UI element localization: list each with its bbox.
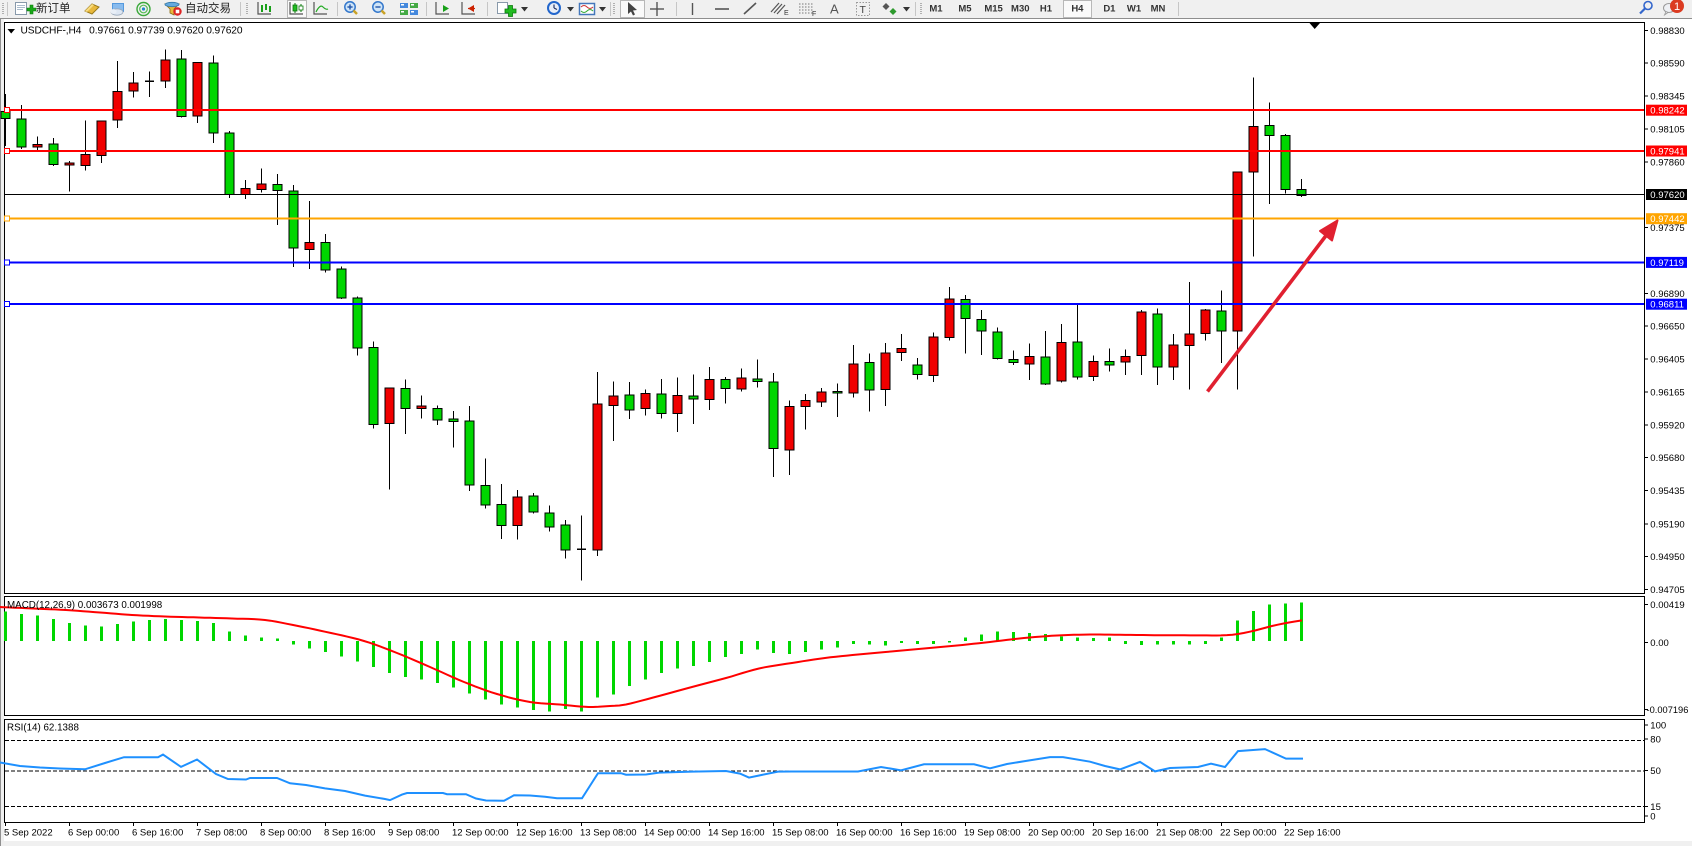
svg-text:0.97119: 0.97119 (1650, 258, 1684, 269)
svg-text:MN: MN (1151, 3, 1166, 14)
svg-text:W1: W1 (1127, 3, 1142, 14)
svg-text:M1: M1 (929, 3, 943, 14)
svg-text:0.98105: 0.98105 (1650, 124, 1684, 135)
svg-text:0.95435: 0.95435 (1650, 486, 1684, 497)
svg-text:8 Sep 16:00: 8 Sep 16:00 (324, 828, 375, 839)
svg-text:19 Sep 08:00: 19 Sep 08:00 (964, 828, 1021, 839)
svg-text:0.97375: 0.97375 (1650, 223, 1684, 234)
svg-text:16 Sep 00:00: 16 Sep 00:00 (836, 828, 893, 839)
svg-text:5 Sep 2022: 5 Sep 2022 (4, 828, 53, 839)
svg-text:0.96890: 0.96890 (1650, 289, 1684, 300)
svg-text:12 Sep 00:00: 12 Sep 00:00 (452, 828, 509, 839)
svg-text:0.94950: 0.94950 (1650, 552, 1684, 563)
svg-text:20 Sep 16:00: 20 Sep 16:00 (1092, 828, 1149, 839)
svg-text:14 Sep 16:00: 14 Sep 16:00 (708, 828, 765, 839)
svg-text:H4: H4 (1071, 3, 1084, 14)
svg-text:20 Sep 00:00: 20 Sep 00:00 (1028, 828, 1085, 839)
svg-text:0.96405: 0.96405 (1650, 355, 1684, 366)
svg-text:0.97941: 0.97941 (1650, 147, 1684, 158)
svg-text:16 Sep 16:00: 16 Sep 16:00 (900, 828, 957, 839)
svg-text:0.00: 0.00 (1650, 638, 1669, 649)
svg-text:M30: M30 (1011, 3, 1029, 14)
svg-text:0.97442: 0.97442 (1650, 214, 1684, 225)
svg-text:MACD(12,26,9) 0.003673 0.00199: MACD(12,26,9) 0.003673 0.001998 (7, 600, 163, 611)
svg-text:14 Sep 00:00: 14 Sep 00:00 (644, 828, 701, 839)
svg-text:H1: H1 (1040, 3, 1053, 14)
svg-text:自动交易: 自动交易 (185, 1, 231, 15)
svg-text:0.97860: 0.97860 (1650, 157, 1684, 168)
svg-text:RSI(14) 62.1388: RSI(14) 62.1388 (7, 723, 79, 734)
svg-text:USDCHF-,H4 0.97661 0.97739 0.: USDCHF-,H4 0.97661 0.97739 0.97620 0.976… (21, 26, 243, 37)
svg-text:6 Sep 16:00: 6 Sep 16:00 (132, 828, 183, 839)
svg-text:8 Sep 00:00: 8 Sep 00:00 (260, 828, 311, 839)
svg-text:9 Sep 08:00: 9 Sep 08:00 (388, 828, 439, 839)
svg-text:0.96811: 0.96811 (1650, 300, 1684, 311)
svg-text:0.96165: 0.96165 (1650, 387, 1684, 398)
svg-text:15: 15 (1650, 802, 1661, 813)
svg-text:0.00419: 0.00419 (1650, 600, 1684, 611)
svg-text:F: F (812, 11, 816, 18)
svg-text:21 Sep 08:00: 21 Sep 08:00 (1156, 828, 1213, 839)
svg-text:7 Sep 08:00: 7 Sep 08:00 (196, 828, 247, 839)
svg-text:0.98590: 0.98590 (1650, 59, 1684, 70)
svg-text:1: 1 (1674, 1, 1680, 13)
svg-text:0.95920: 0.95920 (1650, 420, 1684, 431)
svg-text:0.94705: 0.94705 (1650, 585, 1684, 596)
svg-text:0.97620: 0.97620 (1650, 190, 1684, 201)
svg-text:T: T (860, 4, 867, 16)
svg-text:100: 100 (1650, 720, 1666, 731)
svg-text:80: 80 (1650, 735, 1661, 746)
svg-text:50: 50 (1650, 766, 1661, 777)
svg-text:0.96650: 0.96650 (1650, 322, 1684, 333)
svg-text:新订单: 新订单 (36, 1, 71, 15)
svg-text:0.95680: 0.95680 (1650, 453, 1684, 464)
svg-text:22 Sep 00:00: 22 Sep 00:00 (1220, 828, 1277, 839)
svg-text:0.98345: 0.98345 (1650, 92, 1684, 103)
svg-text:D1: D1 (1103, 3, 1116, 14)
svg-text:0: 0 (1650, 812, 1655, 823)
svg-text:0.95190: 0.95190 (1650, 519, 1684, 530)
svg-text:12 Sep 16:00: 12 Sep 16:00 (516, 828, 573, 839)
svg-text:22 Sep 16:00: 22 Sep 16:00 (1284, 828, 1341, 839)
svg-text:E: E (784, 10, 789, 17)
svg-text:-0.007196: -0.007196 (1647, 705, 1689, 715)
svg-text:6 Sep 00:00: 6 Sep 00:00 (68, 828, 119, 839)
svg-text:15 Sep 08:00: 15 Sep 08:00 (772, 828, 829, 839)
svg-text:A: A (830, 2, 839, 17)
svg-text:0.98830: 0.98830 (1650, 26, 1684, 37)
svg-text:13 Sep 08:00: 13 Sep 08:00 (580, 828, 637, 839)
svg-text:M5: M5 (958, 3, 972, 14)
svg-text:0.98242: 0.98242 (1650, 106, 1684, 117)
svg-text:M15: M15 (984, 3, 1003, 14)
